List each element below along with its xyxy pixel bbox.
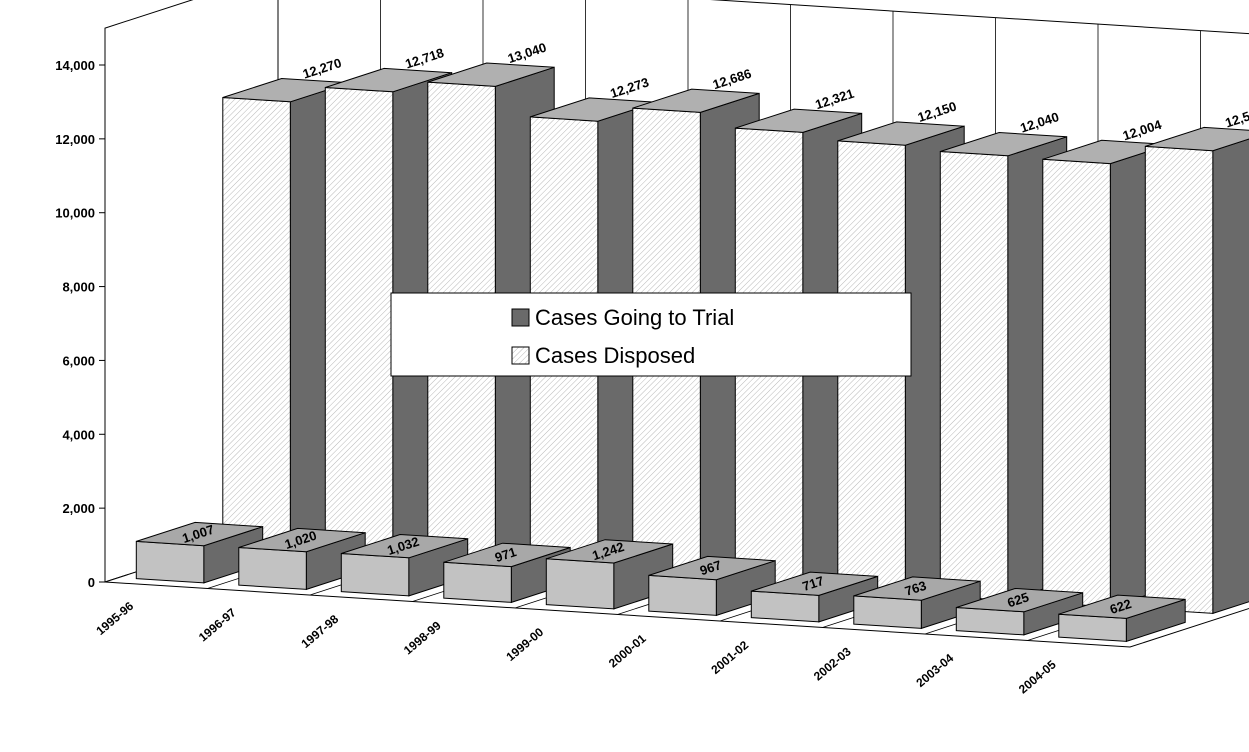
disposed-bar-front <box>222 96 291 556</box>
x-tick-label: 1996-97 <box>196 605 239 644</box>
disposed-bar-top <box>940 131 1067 157</box>
trial-bar-label: 971 <box>493 544 518 565</box>
trial-bar-front <box>648 574 717 616</box>
y-axis: 0 2,000 4,000 6,000 8,000 10,000 12,000 14,000 <box>55 58 105 590</box>
trial-bar-top <box>443 542 571 568</box>
disposed-bar-front <box>1042 158 1111 608</box>
trial-bar-front <box>238 546 307 590</box>
trial-bar-top <box>136 521 263 547</box>
y-tick-label: 2,000 <box>62 501 95 516</box>
disposed-bar-top <box>837 121 965 146</box>
trial-bar-front <box>443 561 512 603</box>
trial-bar-top <box>341 533 468 559</box>
disposed-bar-top <box>632 88 760 113</box>
disposed-bar-top <box>1145 126 1249 152</box>
trial-bar-top <box>853 576 981 601</box>
trial-bar-front <box>853 595 922 629</box>
trial-bar-front <box>545 558 615 610</box>
x-tick-label: 2001-02 <box>708 638 751 677</box>
x-tick-label: 1997-98 <box>298 612 341 651</box>
trial-bar-label: 717 <box>800 573 825 594</box>
x-tick-label: 2000-01 <box>606 631 649 670</box>
x-tick-label: 1998-99 <box>401 618 444 657</box>
disposed-bar-front <box>1144 145 1214 614</box>
trial-bar-top <box>751 571 878 596</box>
y-tick-label: 10,000 <box>55 206 95 221</box>
legend-box <box>390 292 912 377</box>
trial-bar-top <box>956 587 1083 613</box>
trial-bar-top <box>1058 594 1186 619</box>
x-tick-label: 2004-05 <box>1016 657 1059 696</box>
trial-bar: 763 <box>853 576 981 630</box>
x-tick-label: 1995-96 <box>93 599 136 638</box>
disposed-bar-front <box>939 150 1009 601</box>
trial-bar-front <box>135 540 205 584</box>
disposed-bar: 12,530 <box>1144 104 1249 615</box>
y-tick-label: 6,000 <box>62 353 95 368</box>
y-tick-label: 0 <box>88 575 95 590</box>
trial-bar-top <box>238 527 366 553</box>
disposed-bar-front <box>324 86 394 562</box>
legend: Cases Going to Trial Cases Disposed <box>390 292 912 377</box>
x-tick-label: 2003-04 <box>913 651 956 690</box>
y-tick-label: 8,000 <box>62 280 95 295</box>
trial-bar: 717 <box>750 571 879 623</box>
trial-bar-top <box>546 539 673 564</box>
trial-bar: 967 <box>648 555 776 617</box>
trial-bar-label: 622 <box>1108 596 1133 617</box>
trial-bar-label: 967 <box>698 557 723 578</box>
trial-bar-front <box>340 552 410 597</box>
y-tick-label: 4,000 <box>62 427 95 442</box>
trial-bar-front <box>750 590 820 623</box>
legend-swatch-trial <box>511 308 530 327</box>
trial-bar-label: 763 <box>903 578 928 599</box>
trial-bar-label: 625 <box>1005 589 1030 610</box>
disposed-bar-top <box>427 62 555 87</box>
trial-bar: 1,007 <box>135 521 264 584</box>
y-tick-label: 14,000 <box>55 58 95 73</box>
trial-bar: 625 <box>955 587 1084 636</box>
trial-bar-front <box>1058 613 1127 642</box>
legend-label-trial: Cases Going to Trial <box>535 305 734 330</box>
x-tick-label: 2002-03 <box>811 644 854 683</box>
trial-bar: 622 <box>1058 594 1186 643</box>
legend-swatch-disposed <box>511 346 530 365</box>
disposed-bar-top <box>325 67 452 93</box>
legend-label-disposed: Cases Disposed <box>535 343 695 368</box>
x-tick-label: 1999-00 <box>503 625 546 664</box>
disposed-bar-side <box>1212 138 1249 615</box>
disposed-bar-top <box>735 108 862 133</box>
trial-bar-top <box>648 555 776 581</box>
y-tick-label: 12,000 <box>55 132 95 147</box>
